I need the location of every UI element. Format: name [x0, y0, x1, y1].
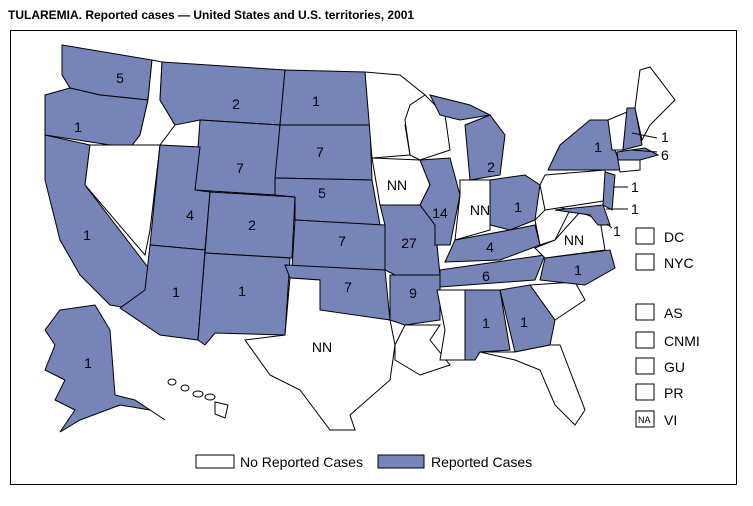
- label-ne: 5: [318, 185, 326, 201]
- label-or: 1: [74, 119, 82, 135]
- label-ak: 1: [84, 355, 92, 371]
- legend-swatch-reported: [377, 454, 425, 469]
- label-tn: 6: [482, 268, 490, 284]
- label-tx: NN: [312, 339, 332, 355]
- label-il: 14: [432, 205, 448, 221]
- territory-cnmi: CNMI: [635, 331, 700, 349]
- states: [44, 44, 676, 433]
- label-de: 1: [613, 223, 621, 239]
- state-hi: [167, 378, 229, 419]
- state-fl: [479, 344, 586, 426]
- state-labels: 5 1 1 2 7 4 1 2 1 1 7 5 7 7 NN NN 27 9 1…: [74, 70, 602, 371]
- label-ks: 7: [338, 233, 346, 249]
- callout-labels: 1 6 1 1 1: [613, 129, 669, 239]
- territory-as: AS: [635, 303, 683, 321]
- state-ar: [389, 274, 441, 326]
- state-nh: [622, 107, 643, 151]
- label-az: 1: [172, 284, 180, 300]
- state-me: [634, 66, 676, 142]
- svg-text:DC: DC: [664, 229, 684, 245]
- state-mt: [159, 61, 286, 126]
- label-ca: 1: [83, 227, 91, 243]
- state-sc: [529, 281, 586, 321]
- label-ia: NN: [387, 177, 407, 193]
- state-mi-upper: [429, 94, 492, 121]
- svg-text:PR: PR: [664, 385, 683, 401]
- map-frame: [10, 30, 737, 485]
- label-mo: 27: [401, 235, 417, 251]
- state-md: [554, 204, 611, 226]
- state-ct-ri: [617, 159, 641, 173]
- label-ma: 6: [661, 147, 669, 163]
- label-ok: 7: [344, 279, 352, 295]
- map-title: TULAREMIA. Reported cases — United State…: [8, 8, 415, 22]
- state-nc: [539, 249, 616, 286]
- legend-swatch-none: [195, 454, 235, 469]
- label-ny: 1: [594, 139, 602, 155]
- state-nd: [279, 69, 371, 126]
- label-in: NN: [470, 202, 490, 218]
- state-tx: [244, 277, 396, 431]
- territory-gu: GU: [635, 357, 685, 375]
- territory-nyc: NYC: [635, 253, 694, 271]
- state-nm: [197, 252, 291, 346]
- svg-text:AS: AS: [664, 305, 683, 321]
- label-co: 2: [248, 217, 256, 233]
- svg-text:NYC: NYC: [664, 255, 694, 271]
- state-in: [454, 179, 491, 241]
- state-nj: [602, 171, 616, 211]
- label-nd: 1: [312, 93, 320, 109]
- label-wa: 5: [116, 70, 124, 86]
- territory-pr: PR: [635, 383, 683, 401]
- label-al: 1: [482, 315, 490, 331]
- label-nj: 1: [631, 179, 639, 195]
- label-ar: 9: [409, 285, 417, 301]
- legend-label-none: No Reported Cases: [240, 454, 363, 470]
- legend: No Reported Cases Reported Cases: [195, 454, 532, 470]
- state-tn: [439, 254, 546, 288]
- state-co: [204, 191, 296, 259]
- svg-text:VI: VI: [664, 412, 677, 428]
- label-ga: 1: [520, 314, 528, 330]
- label-nm: 1: [238, 283, 246, 299]
- label-ky: 4: [486, 239, 494, 255]
- svg-text:CNMI: CNMI: [664, 333, 700, 349]
- svg-text:GU: GU: [664, 359, 685, 375]
- state-il: [419, 157, 461, 246]
- legend-label-reported: Reported Cases: [431, 454, 532, 470]
- label-mi: 2: [487, 159, 495, 175]
- label-ut: 4: [186, 207, 194, 223]
- label-nh: 1: [661, 129, 669, 145]
- state-nv: [84, 144, 161, 257]
- state-ms: [436, 289, 466, 361]
- svg-text:NA: NA: [638, 415, 651, 425]
- label-oh: 1: [514, 199, 522, 215]
- state-mi: [464, 114, 506, 181]
- territory-dc: DC: [635, 227, 684, 245]
- territory-legend: DC NYC AS CNMI GU PR NA VI: [635, 227, 700, 428]
- label-sd: 7: [316, 144, 324, 160]
- label-nc: 1: [574, 262, 582, 278]
- label-md: 1: [631, 201, 639, 217]
- callouts: [606, 132, 658, 229]
- state-pa: [539, 169, 611, 211]
- label-mt: 2: [232, 96, 240, 112]
- state-ak: [44, 304, 166, 433]
- state-wy: [194, 119, 281, 196]
- territory-vi: NA VI: [635, 410, 677, 428]
- label-va: NN: [564, 232, 584, 248]
- state-ga: [499, 284, 556, 353]
- state-la: [394, 324, 451, 376]
- label-wy: 7: [236, 160, 244, 176]
